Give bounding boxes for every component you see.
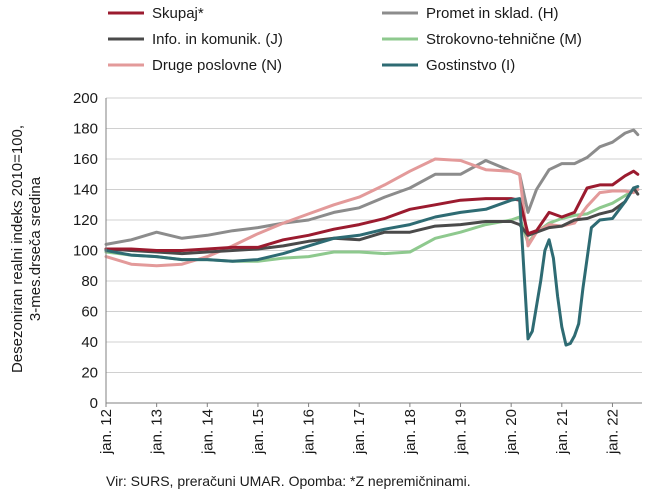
x-tick-label: jan. 16	[301, 409, 318, 455]
legend-label: Promet in sklad. (H)	[426, 5, 559, 22]
x-tick-label: jan. 21	[554, 409, 571, 455]
y-tick-label: 100	[73, 243, 98, 260]
y-tick-label: 40	[81, 334, 98, 351]
y-tick-label: 20	[81, 365, 98, 382]
x-tick-label: jan. 18	[402, 409, 419, 455]
series-line	[104, 185, 640, 347]
x-tick-label: jan. 22	[604, 409, 621, 455]
x-tick-label: jan. 20	[503, 409, 520, 455]
series-line	[104, 186, 640, 256]
legend: Skupaj* Promet in sklad. (H) Info. in komu…	[108, 5, 582, 74]
x-tick-label: jan. 15	[250, 409, 267, 455]
y-tick-label: 0	[90, 395, 98, 412]
y-tick-label: 60	[81, 304, 98, 321]
y-axis-title-line-2: 3-mes.drseča sredina	[27, 176, 44, 321]
x-tick-label: jan. 12	[98, 409, 115, 455]
y-axis-title-line-1: Desezoniran realni indeks 2010=100,	[9, 125, 26, 373]
y-tick-label: 120	[73, 212, 98, 229]
y-tick-label: 160	[73, 151, 98, 168]
x-tick-label: jan. 17	[351, 409, 368, 455]
legend-label: Druge poslovne (N)	[152, 57, 282, 74]
legend-label: Skupaj*	[152, 5, 204, 22]
x-tick-label: jan. 13	[149, 409, 166, 455]
source-note: Vir: SURS, preračuni UMAR. Opomba: *Z ne…	[106, 473, 471, 489]
series-line	[104, 169, 640, 252]
series-line	[104, 128, 640, 246]
x-tick-label: jan. 19	[453, 409, 470, 455]
series-line	[104, 157, 640, 268]
y-tick-label: 140	[73, 182, 98, 199]
y-tick-label: 80	[81, 273, 98, 290]
axes: 0 20 40 60 80 100 120 140 160 180 200 jan. 12 jan. 1…	[73, 90, 642, 455]
plot-area	[104, 128, 640, 347]
y-tick-label: 180	[73, 121, 98, 138]
y-tick-label: 200	[73, 90, 98, 107]
legend-label: Gostinstvo (I)	[426, 57, 515, 74]
x-tick-label: jan. 14	[199, 409, 216, 455]
legend-label: Strokovno-tehnične (M)	[426, 31, 582, 48]
legend-label: Info. in komunik. (J)	[152, 31, 283, 48]
